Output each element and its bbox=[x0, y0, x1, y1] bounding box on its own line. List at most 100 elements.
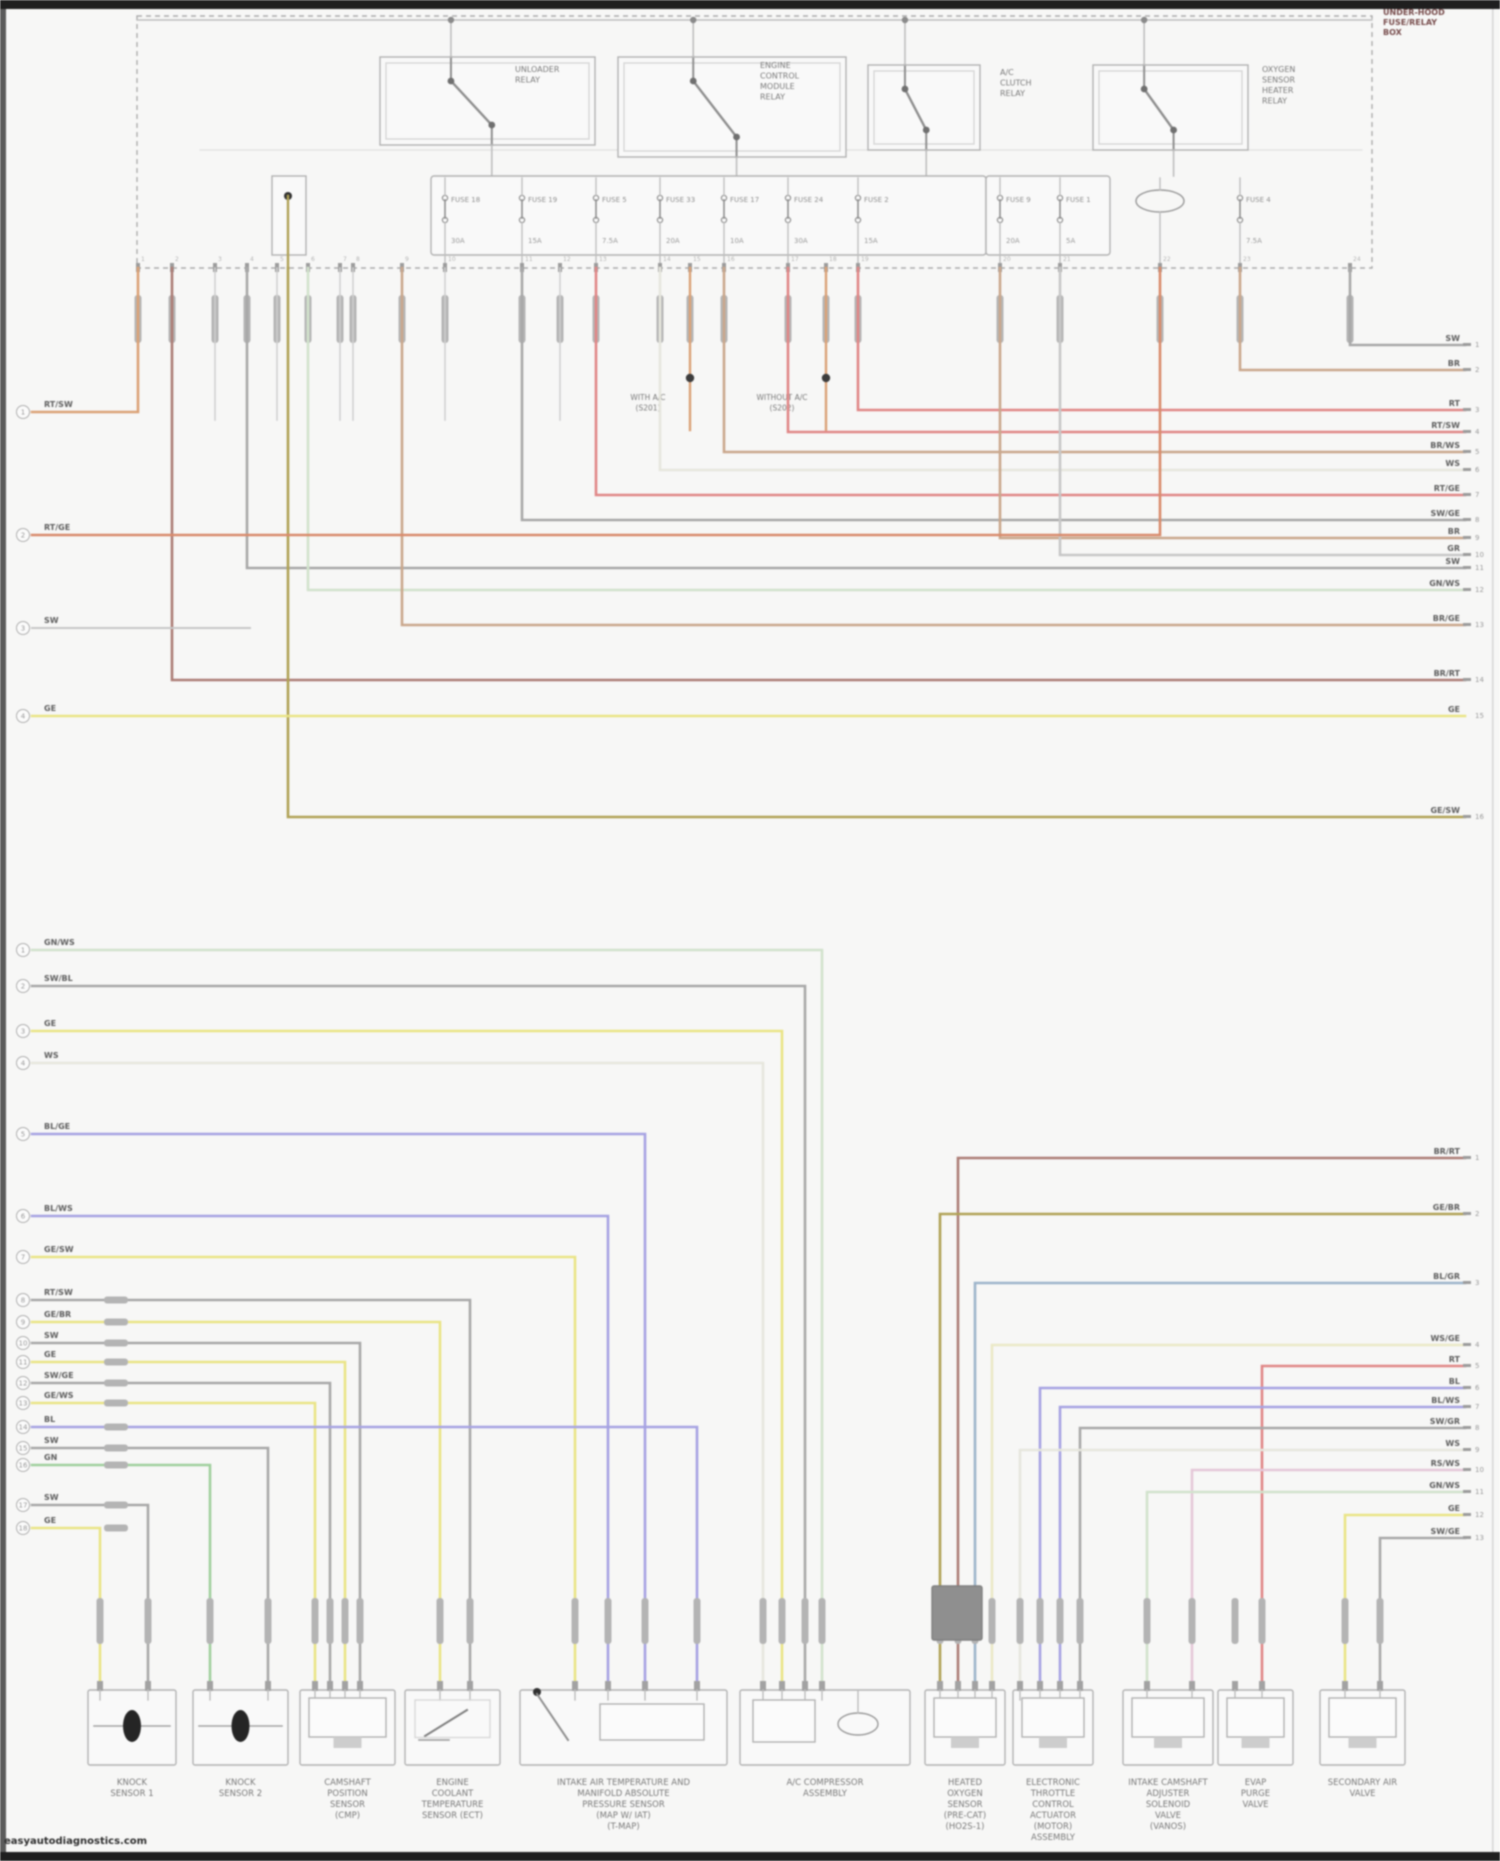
wire-color-label: BL bbox=[1449, 1377, 1460, 1386]
box-edge-pin-number: 6 bbox=[311, 256, 315, 263]
edge-pin bbox=[1463, 1212, 1471, 1215]
wire-bottom-right-RSWS: RS/WS 10 bbox=[1190, 1459, 1484, 1692]
fuse-amp: 7.5A bbox=[602, 237, 618, 245]
wire-bottom-left-WS: WS 4 bbox=[16, 1051, 765, 1692]
wire-color-label: SW/GE bbox=[1430, 1527, 1460, 1536]
thermistor-symbol bbox=[423, 1708, 469, 1738]
box-edge-pin-number: 15 bbox=[693, 256, 701, 263]
splice-dot bbox=[685, 373, 695, 383]
wire bbox=[786, 266, 1467, 434]
fuse-group-2: FUSE 9 20A FUSE 1 5A bbox=[985, 175, 1111, 269]
wire-color-label: BL bbox=[44, 1415, 55, 1424]
wire bbox=[306, 266, 1467, 592]
inline-connector bbox=[1076, 1598, 1084, 1644]
fuse-group-1: FUSE 18 30A FUSE 19 15A FUSE 5 7.5A FUSE 33 20A… bbox=[430, 175, 987, 269]
inline-connector bbox=[1143, 1598, 1151, 1644]
edge-pin-number: 4 bbox=[1475, 428, 1480, 436]
wire-color-label: GE/WS bbox=[44, 1391, 74, 1400]
relay-box-inner bbox=[873, 70, 975, 145]
component-pin bbox=[779, 1681, 785, 1691]
wire-color-label: GE/SW bbox=[1430, 806, 1460, 815]
component-tab bbox=[1241, 1737, 1270, 1748]
component-label: INTAKE AIR TEMPERATURE AND MANIFOLD ABSOL… bbox=[557, 1778, 690, 1832]
component-pin bbox=[1189, 1681, 1195, 1691]
box-edge-pin-number: 10 bbox=[448, 256, 456, 263]
edge-pin-number: 15 bbox=[19, 1445, 28, 1453]
fuse-name: FUSE 24 bbox=[794, 196, 824, 204]
edge-pin-circle bbox=[16, 1250, 30, 1264]
wire-color-label: SW bbox=[44, 1436, 59, 1445]
fuse-name: FUSE 9 bbox=[1006, 196, 1031, 204]
edge-pin bbox=[1463, 430, 1471, 433]
edge-pin-number: 6 bbox=[1475, 1384, 1480, 1392]
edge-pin bbox=[1463, 450, 1471, 453]
wire bbox=[990, 1343, 1467, 1692]
component-pin bbox=[357, 1681, 363, 1691]
edge-pin-number: 13 bbox=[1475, 621, 1484, 629]
knock-sensor-element bbox=[123, 1710, 141, 1742]
splice-dot bbox=[821, 373, 831, 383]
edge-pin bbox=[1463, 518, 1471, 521]
wire-top-left-SW: SW 3 bbox=[16, 616, 251, 635]
fuse-name: FUSE 4 bbox=[1246, 196, 1271, 204]
inline-connector bbox=[1056, 1598, 1064, 1644]
wire-bottom-left-GN: GN 16 bbox=[16, 1453, 212, 1692]
wire-color-label: GE/SW bbox=[44, 1245, 74, 1254]
wire-color-label: SW bbox=[44, 1331, 59, 1340]
inline-connector bbox=[104, 1379, 128, 1387]
wire bbox=[245, 266, 1467, 570]
box-edge-pin-number: 14 bbox=[663, 256, 671, 263]
relay-contact-dot bbox=[1170, 126, 1177, 134]
edge-pin-number: 2 bbox=[1475, 366, 1479, 374]
edge-pin bbox=[1463, 566, 1471, 569]
edge-pin-number: 4 bbox=[21, 1060, 26, 1068]
edge-pin-number: 3 bbox=[1475, 406, 1479, 414]
inline-connector bbox=[801, 1598, 809, 1644]
inline-connector bbox=[1036, 1598, 1044, 1644]
wire bbox=[956, 1156, 1467, 1692]
relay-contact-dot bbox=[447, 77, 455, 85]
wire bbox=[30, 1463, 212, 1692]
box-edge-pin-number: 11 bbox=[525, 256, 533, 263]
component-label: ENGINE COOLANT TEMPERATURE SENSOR (ECT) bbox=[421, 1778, 484, 1821]
edge-pin bbox=[1463, 468, 1471, 471]
edge-pin-number: 2 bbox=[1475, 1210, 1479, 1218]
fuse-name: FUSE 33 bbox=[666, 196, 695, 204]
wire-top-right-RTSW: RT/SW 4 bbox=[786, 266, 1480, 436]
wire-bottom-left-SWBL: SW/BL 2 bbox=[16, 974, 807, 1692]
inline-connector bbox=[104, 1423, 128, 1431]
wire-color-label: WS bbox=[44, 1051, 59, 1060]
inline-connector bbox=[326, 1598, 334, 1644]
edge-pin-circle bbox=[16, 1441, 30, 1455]
fuse-amp: 20A bbox=[1006, 237, 1020, 245]
wire-color-label: RT/SW bbox=[1431, 421, 1460, 430]
edge-pin-number: 5 bbox=[21, 1131, 25, 1139]
box-edge-pin-number: 16 bbox=[727, 256, 735, 263]
wire bbox=[722, 266, 1467, 454]
wire-color-label: BL/WS bbox=[44, 1204, 73, 1213]
inline-connector bbox=[988, 1598, 996, 1644]
relay-ecm-relay: ENGINE CONTROL MODULE RELAY bbox=[617, 16, 847, 177]
component-throttle-actuator: ELECTRONIC THROTTLE CONTROL ACTUATOR (MOTOR)… bbox=[1012, 1681, 1094, 1843]
wire-color-label: SW bbox=[44, 616, 59, 625]
wire bbox=[1378, 1536, 1467, 1692]
wire-color-label: BR/RT bbox=[1434, 669, 1461, 678]
component-inner bbox=[599, 1703, 705, 1741]
component-inner bbox=[933, 1697, 997, 1738]
box-edge-pin-number: 3 bbox=[218, 256, 222, 263]
component-pin bbox=[1232, 1681, 1238, 1691]
wire bbox=[1058, 1405, 1467, 1692]
relay-box bbox=[617, 56, 847, 158]
inline-connector bbox=[571, 1598, 579, 1644]
edge-pin bbox=[1463, 1343, 1471, 1346]
edge-pin-circle bbox=[16, 1458, 30, 1472]
edge-pin-number: 1 bbox=[1475, 341, 1479, 349]
relay-unloader-relay: UNLOADER RELAY bbox=[379, 16, 596, 177]
component-pin bbox=[265, 1681, 271, 1691]
component-label: SECONDARY AIR VALVE bbox=[1328, 1778, 1398, 1799]
relay-label: OXYGEN SENSOR HEATER RELAY bbox=[1262, 65, 1295, 106]
inline-connector-block bbox=[931, 1585, 983, 1641]
component-inner bbox=[752, 1699, 816, 1743]
